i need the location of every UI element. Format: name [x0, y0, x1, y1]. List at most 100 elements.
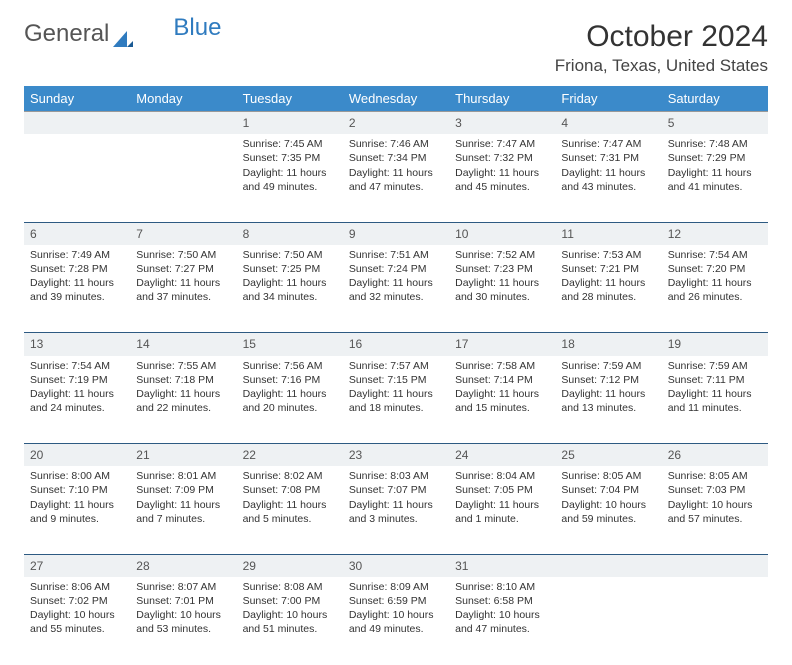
sail-icon: [113, 26, 133, 42]
cell-line-d1: Daylight: 11 hours: [30, 387, 124, 401]
cell-line-d2: and 13 minutes.: [561, 401, 655, 415]
day-number: 5: [662, 112, 768, 135]
cell-line-d1: Daylight: 11 hours: [30, 498, 124, 512]
cell-line-ss: Sunset: 7:03 PM: [668, 483, 762, 497]
cell-line-d2: and 18 minutes.: [349, 401, 443, 415]
day-cell: Sunrise: 7:46 AMSunset: 7:34 PMDaylight:…: [343, 134, 449, 222]
day-cell: Sunrise: 8:05 AMSunset: 7:03 PMDaylight:…: [662, 466, 768, 554]
location-text: Friona, Texas, United States: [555, 56, 768, 76]
day-number: [662, 554, 768, 577]
cell-line-d1: Daylight: 11 hours: [349, 498, 443, 512]
day-cell: Sunrise: 7:59 AMSunset: 7:11 PMDaylight:…: [662, 356, 768, 444]
cell-line-ss: Sunset: 7:20 PM: [668, 262, 762, 276]
day-number: 20: [24, 444, 130, 467]
day-cell: Sunrise: 7:52 AMSunset: 7:23 PMDaylight:…: [449, 245, 555, 333]
daynum-row: 2728293031: [24, 554, 768, 577]
cell-line-d2: and 30 minutes.: [455, 290, 549, 304]
day-cell: Sunrise: 7:53 AMSunset: 7:21 PMDaylight:…: [555, 245, 661, 333]
cell-line-d2: and 11 minutes.: [668, 401, 762, 415]
cell-line-d2: and 47 minutes.: [455, 622, 549, 636]
cell-line-d2: and 34 minutes.: [243, 290, 337, 304]
cell-line-d1: Daylight: 11 hours: [668, 276, 762, 290]
cell-line-ss: Sunset: 7:01 PM: [136, 594, 230, 608]
cell-line-d2: and 37 minutes.: [136, 290, 230, 304]
day-cell: Sunrise: 7:47 AMSunset: 7:32 PMDaylight:…: [449, 134, 555, 222]
cell-line-d2: and 49 minutes.: [243, 180, 337, 194]
cell-line-d2: and 51 minutes.: [243, 622, 337, 636]
cell-line-d2: and 47 minutes.: [349, 180, 443, 194]
cell-line-d1: Daylight: 11 hours: [243, 387, 337, 401]
page-header: General Blue October 2024 Friona, Texas,…: [24, 20, 768, 76]
day-number: 4: [555, 112, 661, 135]
cell-line-ss: Sunset: 7:27 PM: [136, 262, 230, 276]
cell-line-sr: Sunrise: 7:56 AM: [243, 359, 337, 373]
day-cell: Sunrise: 7:55 AMSunset: 7:18 PMDaylight:…: [130, 356, 236, 444]
col-fri: Friday: [555, 86, 661, 112]
day-number: 7: [130, 222, 236, 245]
cell-line-d2: and 26 minutes.: [668, 290, 762, 304]
cell-line-d2: and 53 minutes.: [136, 622, 230, 636]
cell-line-d1: Daylight: 11 hours: [455, 387, 549, 401]
cell-line-sr: Sunrise: 7:48 AM: [668, 137, 762, 151]
day-header-row: Sunday Monday Tuesday Wednesday Thursday…: [24, 86, 768, 112]
col-tue: Tuesday: [237, 86, 343, 112]
cell-line-d1: Daylight: 10 hours: [243, 608, 337, 622]
cell-line-d1: Daylight: 11 hours: [136, 276, 230, 290]
day-number: 8: [237, 222, 343, 245]
day-cell: Sunrise: 8:01 AMSunset: 7:09 PMDaylight:…: [130, 466, 236, 554]
day-number: 28: [130, 554, 236, 577]
day-number: 18: [555, 333, 661, 356]
cell-line-ss: Sunset: 6:59 PM: [349, 594, 443, 608]
cell-line-sr: Sunrise: 7:55 AM: [136, 359, 230, 373]
week-row: Sunrise: 8:06 AMSunset: 7:02 PMDaylight:…: [24, 577, 768, 665]
day-cell: Sunrise: 8:08 AMSunset: 7:00 PMDaylight:…: [237, 577, 343, 665]
cell-line-sr: Sunrise: 7:51 AM: [349, 248, 443, 262]
cell-line-d2: and 59 minutes.: [561, 512, 655, 526]
cell-line-sr: Sunrise: 8:05 AM: [561, 469, 655, 483]
day-number: 30: [343, 554, 449, 577]
cell-line-ss: Sunset: 6:58 PM: [455, 594, 549, 608]
day-cell: Sunrise: 8:04 AMSunset: 7:05 PMDaylight:…: [449, 466, 555, 554]
day-number: [130, 112, 236, 135]
day-number: 1: [237, 112, 343, 135]
cell-line-ss: Sunset: 7:04 PM: [561, 483, 655, 497]
cell-line-sr: Sunrise: 8:10 AM: [455, 580, 549, 594]
cell-line-sr: Sunrise: 7:59 AM: [668, 359, 762, 373]
cell-line-d1: Daylight: 10 hours: [349, 608, 443, 622]
col-sun: Sunday: [24, 86, 130, 112]
cell-line-d1: Daylight: 11 hours: [349, 166, 443, 180]
col-sat: Saturday: [662, 86, 768, 112]
day-cell: [555, 577, 661, 665]
cell-line-sr: Sunrise: 7:58 AM: [455, 359, 549, 373]
cell-line-ss: Sunset: 7:24 PM: [349, 262, 443, 276]
cell-line-d2: and 28 minutes.: [561, 290, 655, 304]
daynum-row: 6789101112: [24, 222, 768, 245]
cell-line-sr: Sunrise: 8:08 AM: [243, 580, 337, 594]
cell-line-ss: Sunset: 7:23 PM: [455, 262, 549, 276]
cell-line-d2: and 5 minutes.: [243, 512, 337, 526]
cell-line-sr: Sunrise: 7:46 AM: [349, 137, 443, 151]
day-cell: Sunrise: 8:09 AMSunset: 6:59 PMDaylight:…: [343, 577, 449, 665]
day-cell: Sunrise: 7:58 AMSunset: 7:14 PMDaylight:…: [449, 356, 555, 444]
cell-line-ss: Sunset: 7:31 PM: [561, 151, 655, 165]
cell-line-d1: Daylight: 11 hours: [243, 276, 337, 290]
cell-line-d2: and 7 minutes.: [136, 512, 230, 526]
day-number: 29: [237, 554, 343, 577]
day-number: 26: [662, 444, 768, 467]
cell-line-sr: Sunrise: 8:05 AM: [668, 469, 762, 483]
cell-line-ss: Sunset: 7:21 PM: [561, 262, 655, 276]
day-cell: Sunrise: 7:54 AMSunset: 7:20 PMDaylight:…: [662, 245, 768, 333]
day-number: [555, 554, 661, 577]
cell-line-sr: Sunrise: 7:47 AM: [561, 137, 655, 151]
cell-line-sr: Sunrise: 8:06 AM: [30, 580, 124, 594]
cell-line-ss: Sunset: 7:15 PM: [349, 373, 443, 387]
day-cell: Sunrise: 7:51 AMSunset: 7:24 PMDaylight:…: [343, 245, 449, 333]
cell-line-ss: Sunset: 7:18 PM: [136, 373, 230, 387]
day-cell: Sunrise: 7:45 AMSunset: 7:35 PMDaylight:…: [237, 134, 343, 222]
cell-line-d1: Daylight: 11 hours: [349, 387, 443, 401]
cell-line-d2: and 32 minutes.: [349, 290, 443, 304]
day-number: 14: [130, 333, 236, 356]
cell-line-sr: Sunrise: 7:54 AM: [30, 359, 124, 373]
day-cell: Sunrise: 8:10 AMSunset: 6:58 PMDaylight:…: [449, 577, 555, 665]
cell-line-d1: Daylight: 11 hours: [349, 276, 443, 290]
